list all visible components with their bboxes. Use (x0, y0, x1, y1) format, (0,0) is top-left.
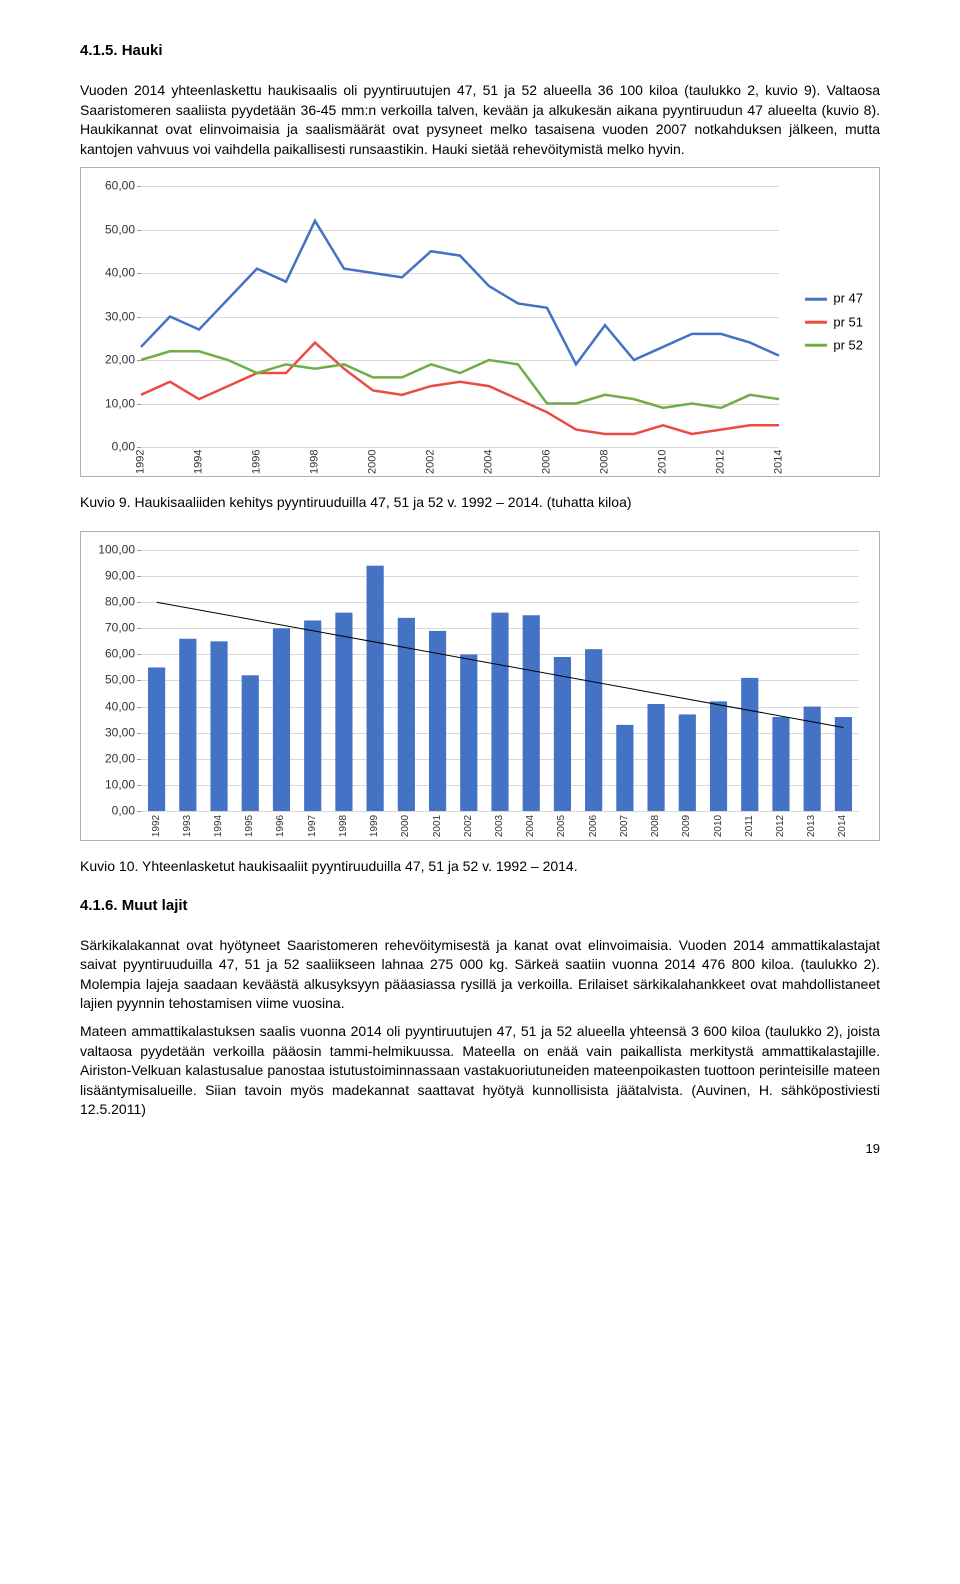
bar (741, 678, 758, 811)
bar (648, 704, 665, 811)
y-axis-label: 50,00 (91, 672, 135, 689)
x-axis-label: 2008 (597, 449, 612, 473)
y-axis-label: 60,00 (91, 178, 135, 195)
bar (616, 725, 633, 811)
x-axis-label: 2006 (587, 815, 601, 837)
bar (491, 613, 508, 811)
x-axis-label: 2004 (481, 449, 496, 473)
legend-item: pr 51 (805, 313, 863, 331)
x-axis-label: 1993 (181, 815, 195, 837)
y-axis-label: 80,00 (91, 594, 135, 611)
line-chart: 0,00 10,00 20,00 30,00 40,00 50,00 60,00 1992 19… (80, 167, 880, 477)
x-axis-label: 1998 (337, 815, 351, 837)
x-axis-label: 2008 (649, 815, 663, 837)
x-axis-label: 1996 (274, 815, 288, 837)
series-line (141, 352, 779, 409)
x-axis-label: 2005 (555, 815, 569, 837)
x-axis-label: 1998 (307, 449, 322, 473)
x-axis-label: 2007 (618, 815, 632, 837)
x-axis-label: 2004 (524, 815, 538, 837)
legend-label: pr 51 (833, 313, 863, 331)
section1-paragraph: Vuoden 2014 yhteenlaskettu haukisaalis o… (80, 81, 880, 159)
y-axis-label: 40,00 (91, 698, 135, 715)
y-axis-label: 100,00 (91, 542, 135, 559)
x-axis-label: 2010 (655, 449, 670, 473)
x-axis-label: 2012 (774, 815, 788, 837)
section2-paragraph1: Särkikalakannat ovat hyötyneet Saaristom… (80, 936, 880, 1014)
legend-item: pr 47 (805, 290, 863, 308)
bar (679, 714, 696, 811)
series-line (141, 221, 779, 365)
y-axis-label: 40,00 (91, 265, 135, 282)
x-axis-label: 1992 (133, 449, 148, 473)
x-axis-label: 2014 (771, 449, 786, 473)
bar (429, 631, 446, 811)
y-axis-label: 70,00 (91, 620, 135, 637)
x-axis-label: 2001 (431, 815, 445, 837)
legend-swatch (805, 321, 827, 324)
bar (585, 649, 602, 811)
x-axis-label: 1996 (249, 449, 264, 473)
caption-2: Kuvio 10. Yhteenlasketut haukisaaliit py… (80, 857, 880, 877)
bar (273, 628, 290, 811)
x-axis-label: 2002 (423, 449, 438, 473)
bar-chart: 0,00 10,00 20,00 30,00 40,00 50,00 60,00 70,00 8… (80, 531, 880, 841)
bar (367, 566, 384, 811)
bar (710, 701, 727, 811)
y-axis-label: 30,00 (91, 308, 135, 325)
x-axis-label: 1995 (243, 815, 257, 837)
y-axis-label: 0,00 (91, 439, 135, 456)
x-axis-label: 1997 (306, 815, 320, 837)
bar (335, 613, 352, 811)
y-axis-label: 10,00 (91, 776, 135, 793)
x-axis-label: 1994 (212, 815, 226, 837)
y-axis-label: 50,00 (91, 221, 135, 238)
bar (148, 667, 165, 811)
legend-label: pr 47 (833, 290, 863, 308)
x-axis-label: 1994 (191, 449, 206, 473)
bar (523, 615, 540, 811)
y-axis-label: 10,00 (91, 395, 135, 412)
y-axis-label: 20,00 (91, 750, 135, 767)
x-axis-label: 2006 (539, 449, 554, 473)
series-line (141, 343, 779, 434)
caption-1: Kuvio 9. Haukisaaliiden kehitys pyyntiru… (80, 493, 880, 513)
section-heading-2: 4.1.6. Muut lajit (80, 895, 880, 916)
bar (210, 641, 227, 811)
bar (304, 620, 321, 811)
bar (242, 675, 259, 811)
legend-swatch (805, 298, 827, 301)
y-axis-label: 90,00 (91, 568, 135, 585)
x-axis-label: 2002 (462, 815, 476, 837)
page-number: 19 (80, 1140, 880, 1158)
x-axis-label: 1999 (368, 815, 382, 837)
y-axis-label: 0,00 (91, 803, 135, 820)
line-chart-legend: pr 47 pr 51 pr 52 (805, 285, 863, 360)
x-axis-label: 2000 (399, 815, 413, 837)
x-axis-label: 2014 (836, 815, 850, 837)
x-axis-label: 2012 (713, 449, 728, 473)
x-axis-label: 2013 (805, 815, 819, 837)
bar (460, 654, 477, 811)
x-axis-label: 2010 (712, 815, 726, 837)
section2-paragraph2: Mateen ammattikalastuksen saalis vuonna … (80, 1022, 880, 1120)
y-axis-label: 20,00 (91, 352, 135, 369)
x-axis-label: 1992 (150, 815, 164, 837)
bar (179, 639, 196, 811)
y-axis-label: 60,00 (91, 646, 135, 663)
x-axis-label: 2003 (493, 815, 507, 837)
bar (772, 717, 789, 811)
legend-label: pr 52 (833, 336, 863, 354)
x-axis-label: 2011 (743, 815, 757, 837)
bar (554, 657, 571, 811)
x-axis-label: 2000 (365, 449, 380, 473)
x-axis-label: 2009 (680, 815, 694, 837)
legend-item: pr 52 (805, 336, 863, 354)
legend-swatch (805, 344, 827, 347)
section-heading-1: 4.1.5. Hauki (80, 40, 880, 61)
bar (835, 717, 852, 811)
y-axis-label: 30,00 (91, 724, 135, 741)
